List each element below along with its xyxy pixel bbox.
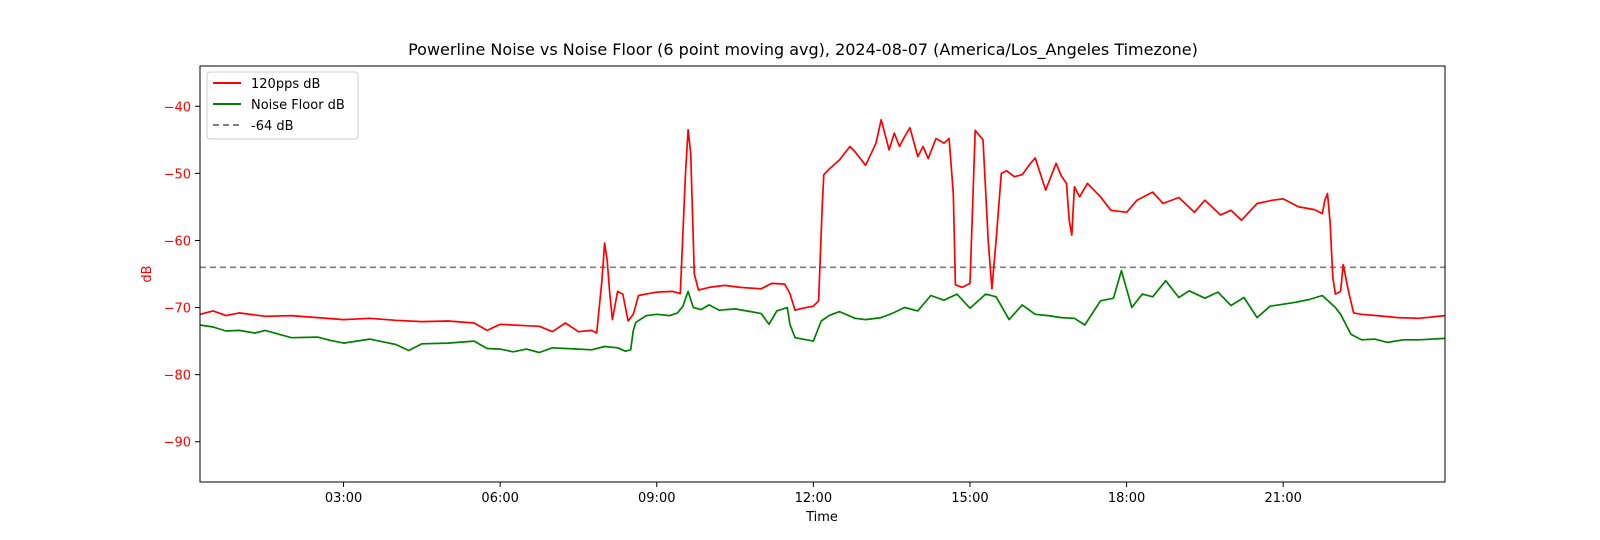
series-line-120pps (199, 118, 1446, 334)
y-axis: −90 −80 −70 −60 −50 −40 (164, 100, 200, 451)
series-line-noise-floor (199, 269, 1446, 354)
x-tick-label: 09:00 (638, 491, 675, 506)
legend-label-120pps: 120pps dB (251, 77, 320, 92)
x-tick-label: 21:00 (1264, 491, 1301, 506)
x-tick-label: 12:00 (795, 491, 832, 506)
y-tick-label: −50 (164, 167, 191, 182)
chart-title: Powerline Noise vs Noise Floor (6 point … (408, 40, 1198, 60)
legend-label-noise-floor: Noise Floor dB (251, 98, 345, 113)
x-tick-label: 18:00 (1108, 491, 1145, 506)
legend: 120pps dB Noise Floor dB -64 dB (206, 71, 359, 140)
x-axis: 03:00 06:00 09:00 12:00 15:00 18:00 21:00 (325, 482, 1302, 506)
legend-label-threshold: -64 dB (251, 119, 294, 134)
y-tick-label: −40 (164, 100, 191, 115)
x-tick-label: 15:00 (951, 491, 988, 506)
x-tick-label: 03:00 (325, 491, 362, 506)
plot-lines (199, 118, 1446, 354)
y-tick-label: −70 (164, 302, 191, 317)
y-axis-label: dB (140, 265, 155, 282)
y-tick-label: −60 (164, 234, 191, 249)
legend-frame (206, 71, 359, 140)
x-axis-label: Time (805, 510, 838, 525)
y-tick-label: −80 (164, 369, 191, 384)
x-tick-label: 06:00 (481, 491, 518, 506)
plot-frame (199, 65, 1446, 483)
y-tick-label: −90 (164, 436, 191, 451)
